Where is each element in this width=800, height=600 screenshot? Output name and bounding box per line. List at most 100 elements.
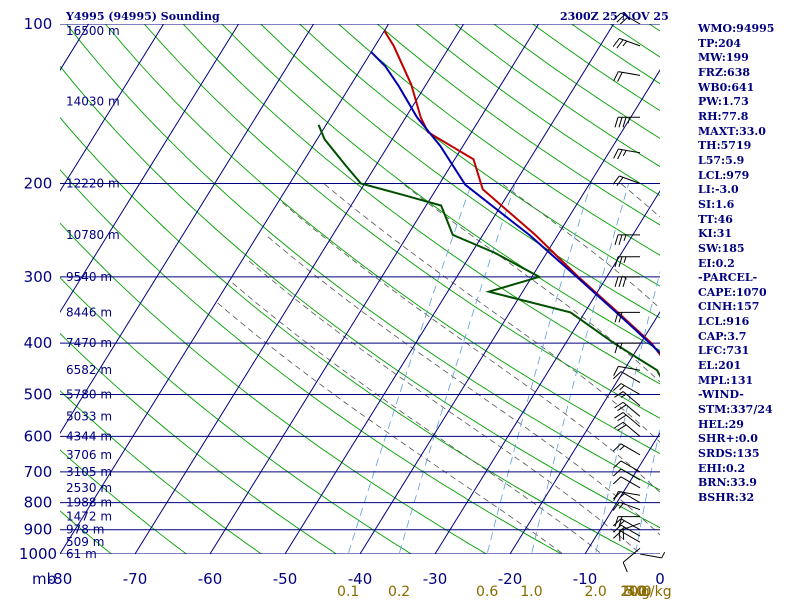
wind-barb-half: [622, 150, 627, 157]
wind-barb-half: [619, 342, 623, 350]
pressure-tick-label: 300: [24, 268, 53, 286]
height-tick-label: 14030 m: [66, 94, 120, 108]
wind-barb-full: [613, 468, 622, 477]
wind-barb: [614, 116, 640, 128]
mixing-ratio-line: [398, 183, 516, 554]
wind-barb: [639, 552, 666, 559]
wind-barb-full: [618, 234, 623, 246]
dry-adiabat-line: [182, 24, 660, 385]
profile-traces: [317, 30, 660, 378]
index-row: PW:1.73: [698, 95, 749, 109]
index-row: BRN:33.9: [698, 476, 757, 490]
index-row: STM:337/24: [698, 403, 773, 417]
pressure-unit-label: mb: [32, 570, 56, 588]
index-row: -PARCEL-: [698, 271, 758, 285]
wind-barb: [614, 276, 640, 288]
trace-dewpoint: [317, 124, 660, 378]
wind-barb: [613, 383, 641, 395]
wind-barb: [622, 547, 641, 573]
temperature-tick-label: -40: [348, 570, 373, 588]
grid: [60, 24, 660, 554]
wind-barb-half: [619, 520, 625, 526]
wind-barb-full: [617, 424, 627, 431]
mixing-ratio-tick-label: 40: [627, 584, 645, 600]
wind-barbs: [612, 12, 666, 573]
index-row: LFC:731: [698, 344, 750, 358]
trace-parcel: [370, 51, 660, 355]
wind-barb: [614, 421, 641, 437]
pressure-tick-label: 1000: [19, 545, 57, 563]
temperature-tick-label: -80: [48, 570, 73, 588]
index-row: LI:-3.0: [698, 183, 739, 197]
wind-barb: [614, 234, 640, 246]
wind-barb-full: [618, 530, 621, 542]
mixing-ratio-tick-label: 0.6: [476, 584, 498, 600]
wind-barb-staff: [620, 530, 641, 543]
index-row: CAP:3.7: [698, 329, 747, 343]
wind-barb-half: [619, 445, 625, 451]
wind-barb-full: [613, 148, 619, 159]
height-tick-label: 12220 m: [66, 177, 120, 191]
wind-barb-full: [613, 518, 622, 527]
wind-barb-staff: [618, 365, 641, 371]
wind-barb-full: [613, 476, 622, 485]
wind-barb-full: [618, 312, 623, 323]
height-tick-label: 509 m: [66, 535, 104, 549]
height-tick-label: 61 m: [66, 547, 97, 561]
wind-barb-staff: [620, 443, 641, 456]
index-row: BSHR:32: [698, 491, 755, 504]
mixing-ratio-line: [486, 183, 592, 554]
isotherm-line: [134, 24, 465, 554]
dry-adiabat-line: [60, 449, 188, 554]
wind-barb: [613, 490, 641, 502]
wind-barb-full: [616, 39, 624, 49]
wind-barb-full: [617, 414, 627, 422]
mixing-ratio-line: [595, 270, 660, 554]
pressure-tick-label: 500: [24, 385, 53, 403]
pressure-tick-label: 900: [24, 521, 53, 539]
moist-adiabat-line: [402, 183, 660, 383]
wind-barb-full: [614, 401, 624, 409]
isotherm-line: [209, 24, 540, 554]
height-tick-label: 9540 m: [66, 270, 112, 284]
wind-barb-full: [613, 366, 619, 376]
moist-adiabats: [216, 183, 660, 554]
index-row: -WIND-: [698, 388, 744, 402]
pressure-tick-label: 400: [24, 334, 53, 352]
dry-adiabat-line: [60, 276, 413, 554]
wind-barb-half: [618, 503, 624, 509]
wind-barb-staff: [619, 501, 641, 511]
index-row: SRDS:135: [698, 447, 760, 461]
isotherm-line: [434, 190, 660, 554]
height-tick-label: 16500 m: [66, 24, 120, 38]
wind-barb-full: [613, 491, 622, 500]
dry-adiabat-line: [60, 390, 263, 554]
height-tick-label: 1988 m: [66, 496, 112, 510]
wind-barb-full: [612, 501, 620, 511]
mixing-ratio-tick-label: 10.0: [620, 584, 651, 600]
wind-barb-full: [617, 149, 623, 160]
wind-barb-full: [622, 276, 627, 288]
height-tick-label: 3105 m: [66, 465, 112, 479]
wind-barb-half: [623, 256, 627, 263]
mixing-ratio-tick-label: 20.0: [620, 584, 651, 600]
wind-barb: [614, 516, 640, 527]
wind-barb-half: [627, 117, 631, 124]
dry-adiabat-line: [60, 332, 338, 554]
index-row: SW:185: [698, 241, 745, 255]
wind-barb-full: [617, 72, 623, 82]
wind-barb: [613, 460, 641, 473]
isotherm-line: [60, 24, 240, 314]
wind-barb-full: [614, 391, 624, 398]
wind-barb-half: [623, 234, 627, 242]
wind-barb-full: [612, 38, 620, 48]
wind-barb-staff: [618, 490, 641, 496]
wind-barb-half: [661, 552, 666, 559]
wind-barb-full: [619, 16, 629, 25]
wind-barb: [613, 468, 641, 481]
index-row: WMO:94995: [698, 22, 775, 35]
isotherm-line: [60, 24, 315, 434]
index-row: EI:0.2: [698, 256, 735, 270]
isotherm-line: [509, 311, 660, 554]
